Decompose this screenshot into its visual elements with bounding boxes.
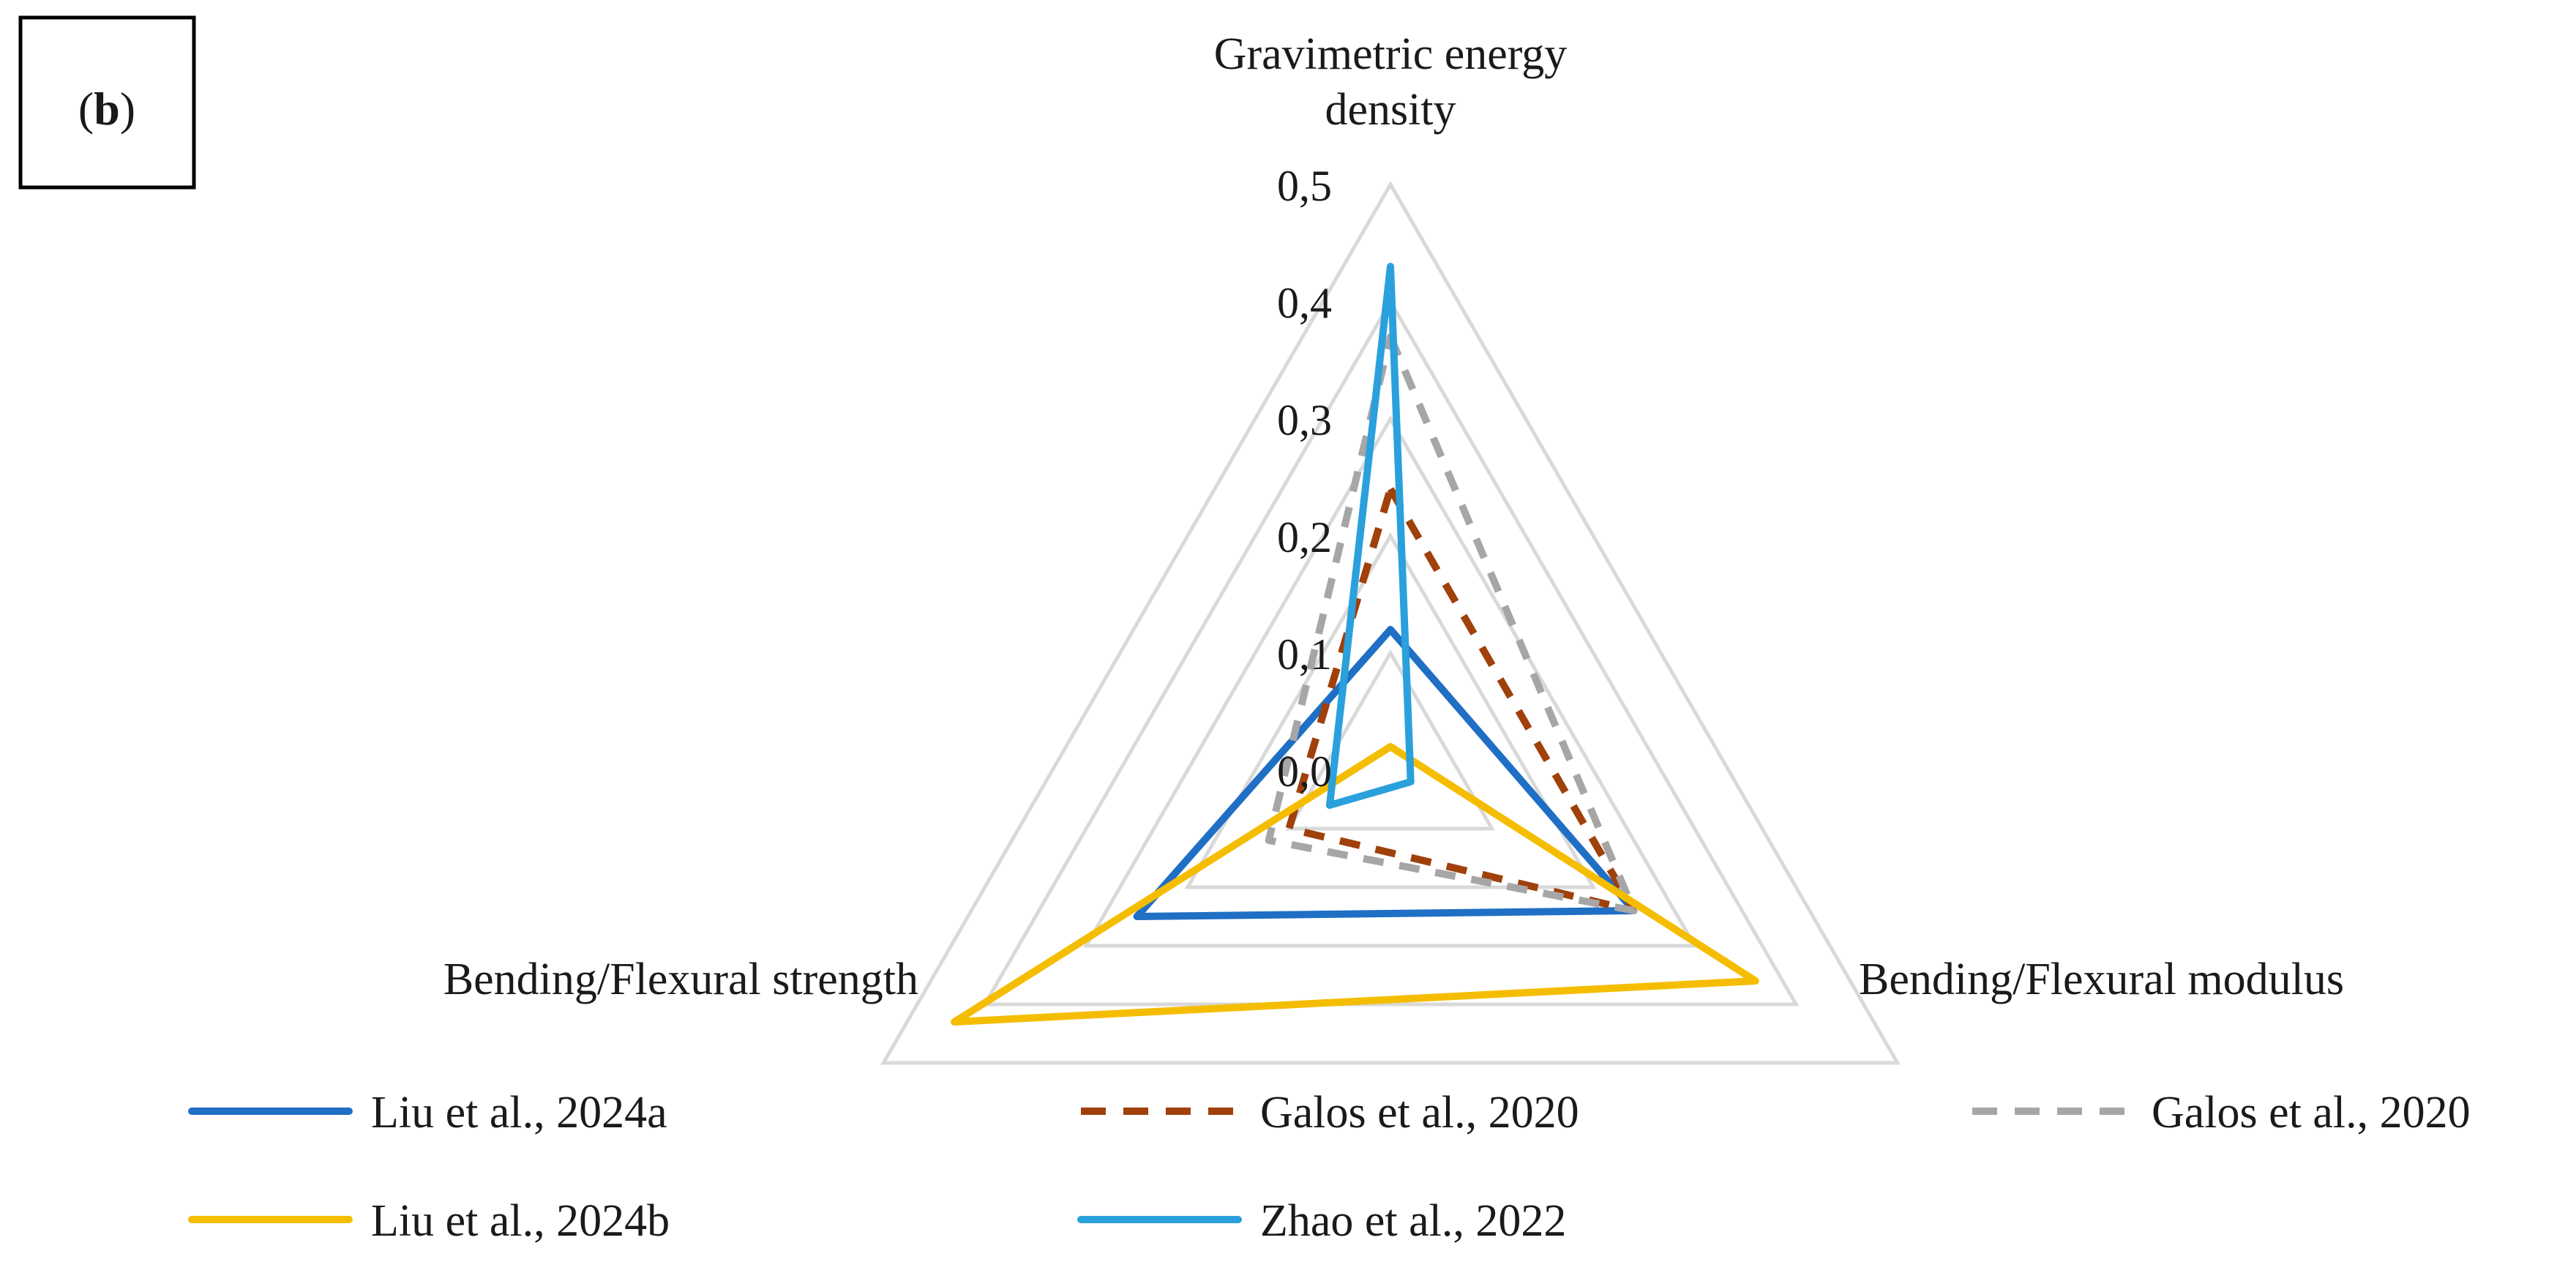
panel-label: (b) xyxy=(78,83,135,135)
axis-label-0-line-0: Gravimetric energy xyxy=(1214,29,1568,79)
axis-labels: Gravimetric energy density Bending/Flexura… xyxy=(443,29,2344,1004)
series-line-3 xyxy=(951,743,1759,1026)
gridline-5 xyxy=(880,180,1901,1065)
series-line-0 xyxy=(1133,626,1638,920)
legend-item-2: Galos et al., 2020 xyxy=(1972,1088,2471,1138)
legend-item-4: Zhao et al., 2022 xyxy=(1077,1196,1566,1246)
series-line-1 xyxy=(1285,485,1638,914)
series-line-4 xyxy=(1325,263,1415,809)
panel-label-box xyxy=(18,15,196,190)
axis-label-2: Bending/Flexural strength xyxy=(443,955,918,1004)
gridline-3 xyxy=(1082,415,1699,948)
tick-label-2: 0,2 xyxy=(1277,513,1332,561)
legend-item-1: Galos et al., 2020 xyxy=(1081,1088,1579,1138)
panel-label-close: ) xyxy=(120,83,135,135)
legend: Liu et al., 2024a Galos et al., 2020 Galos… xyxy=(188,1088,2471,1246)
tick-label-4: 0,4 xyxy=(1277,279,1332,327)
gridline-2 xyxy=(1184,531,1597,889)
axis-label-1-line-0: Bending/Flexural modulus xyxy=(1859,955,2344,1004)
legend-item-0: Liu et al., 2024a xyxy=(188,1088,667,1138)
gridline-4 xyxy=(981,298,1800,1007)
legend-label-0: Liu et al., 2024a xyxy=(371,1088,667,1138)
legend-label-4: Zhao et al., 2022 xyxy=(1260,1196,1566,1246)
series-line-2 xyxy=(1265,333,1638,914)
axis-label-1: Bending/Flexural modulus xyxy=(1859,955,2344,1004)
gridline-1 xyxy=(1286,649,1495,831)
legend-label-1: Galos et al., 2020 xyxy=(1260,1088,1579,1138)
legend-label-3: Liu et al., 2024b xyxy=(371,1196,670,1246)
axis-label-2-line-0: Bending/Flexural strength xyxy=(443,955,918,1004)
panel-label-letter: b xyxy=(94,83,120,135)
radar-series xyxy=(951,263,1759,1026)
tick-label-3: 0,3 xyxy=(1277,396,1332,444)
tick-label-5: 0,5 xyxy=(1277,162,1332,210)
axis-label-0: Gravimetric energy density xyxy=(1214,29,1568,135)
legend-label-2: Galos et al., 2020 xyxy=(2152,1088,2471,1138)
axis-label-0-line-1: density xyxy=(1325,85,1456,135)
radial-tick-labels: 0,0 0,1 0,2 0,3 0,4 0,5 xyxy=(1277,162,1332,796)
tick-label-1: 0,1 xyxy=(1277,630,1332,679)
legend-item-3: Liu et al., 2024b xyxy=(188,1196,670,1246)
tick-label-0: 0,0 xyxy=(1277,747,1332,796)
panel-label-open: ( xyxy=(78,83,94,135)
